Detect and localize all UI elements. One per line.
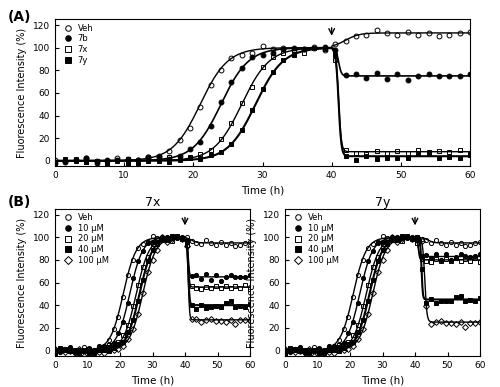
Text: (B): (B)	[8, 195, 31, 209]
X-axis label: Time (h): Time (h)	[361, 375, 404, 385]
Legend: Veh, 10 μM, 20 μM, 40 μM, 100 μM: Veh, 10 μM, 20 μM, 40 μM, 100 μM	[288, 211, 340, 267]
Y-axis label: Fluorescence Intensity (%): Fluorescence Intensity (%)	[18, 217, 28, 348]
X-axis label: Time (h): Time (h)	[131, 375, 174, 385]
Y-axis label: Fluorescence Intensity (%): Fluorescence Intensity (%)	[18, 28, 28, 158]
Legend: Veh, 7b, 7x, 7y: Veh, 7b, 7x, 7y	[58, 22, 95, 66]
Y-axis label: Fluorescence Intensity (%): Fluorescence Intensity (%)	[248, 217, 258, 348]
Text: (A): (A)	[8, 10, 31, 24]
Title: 7y: 7y	[375, 196, 390, 209]
Title: 7x: 7x	[145, 196, 160, 209]
Legend: Veh, 10 μM, 20 μM, 40 μM, 100 μM: Veh, 10 μM, 20 μM, 40 μM, 100 μM	[58, 211, 110, 267]
X-axis label: Time (h): Time (h)	[241, 186, 284, 196]
